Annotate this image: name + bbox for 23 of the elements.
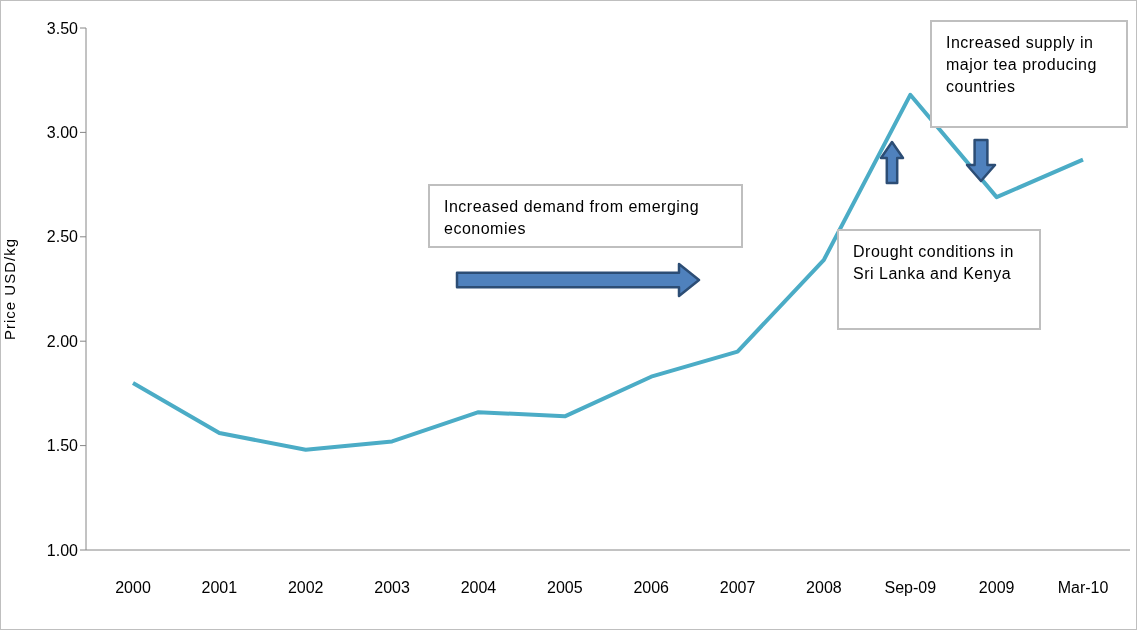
- x-tick-label: 2003: [374, 579, 410, 597]
- x-tick-label: 2009: [978, 579, 1015, 597]
- y-tick-label: 1.00: [46, 541, 79, 559]
- x-tick-label: Mar-10: [1057, 579, 1109, 597]
- x-tick-label: 2005: [547, 579, 583, 597]
- x-tick-label: 2008: [806, 579, 842, 597]
- y-tick-label: 3.50: [46, 19, 79, 37]
- y-tick-label: 2.50: [46, 228, 79, 246]
- x-tick-label: 2002: [287, 579, 324, 597]
- x-tick-label: Sep-09: [884, 579, 937, 597]
- line-series: [131, 92, 1085, 452]
- y-tick-label: 1.50: [46, 437, 79, 455]
- x-tick-label: 2000: [115, 579, 151, 597]
- y-tick-label: 2.00: [46, 332, 79, 350]
- x-tick-label: 2004: [460, 579, 497, 597]
- x-tick-label: 2001: [201, 579, 238, 597]
- text-box: Increased supply in major tea producing countries: [930, 20, 1128, 128]
- y-axis-title: Price USD/kg: [1, 237, 19, 341]
- y-tick-label: 3.00: [46, 124, 79, 142]
- text-box: Drought conditions in Sri Lanka and Kenya: [837, 229, 1041, 330]
- x-tick-label: 2006: [633, 579, 670, 597]
- x-tick-label: 2007: [719, 579, 756, 597]
- text-box: Increased demand from emerging economies: [428, 184, 743, 248]
